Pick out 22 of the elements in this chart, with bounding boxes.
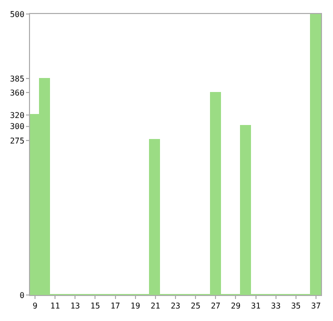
y-tick-label: 500 [10, 10, 25, 19]
y-tick-label: 320 [10, 110, 25, 120]
x-tick-label: 33 [271, 302, 281, 311]
y-tick-label: 275 [10, 136, 25, 146]
x-tick-label: 37 [311, 302, 321, 311]
x-tick-label: 35 [291, 302, 301, 311]
x-tick-label: 31 [250, 302, 261, 311]
y-tick-label: 360 [10, 88, 25, 98]
x-tick-label: 25 [190, 302, 201, 311]
x-tick-label: 13 [70, 302, 80, 311]
y-tick-label: 0 [20, 290, 25, 300]
x-tick-label: 19 [130, 302, 140, 311]
x-tick-label: 29 [230, 302, 241, 311]
x-tick-label: 9 [32, 302, 38, 311]
x-tick-label: 17 [110, 302, 120, 311]
x-tick-label: 23 [170, 302, 180, 311]
x-tick-label: 27 [210, 302, 221, 311]
x-tick-label: 15 [90, 302, 100, 311]
x-tick-label: 11 [50, 302, 60, 311]
y-tick-label: 300 [10, 122, 25, 132]
y-tick-label: 385 [10, 74, 25, 84]
x-tick-label: 21 [150, 302, 160, 311]
